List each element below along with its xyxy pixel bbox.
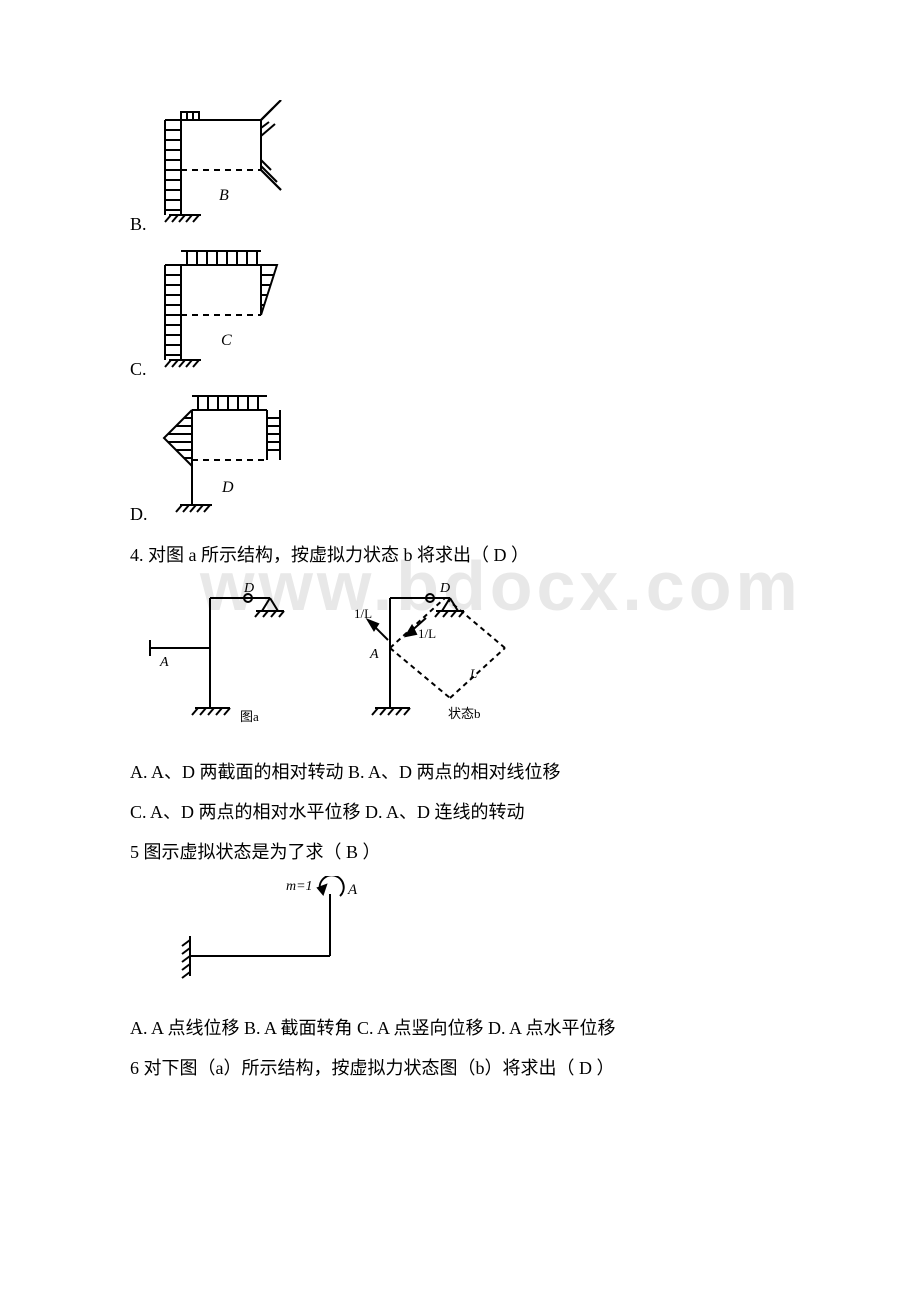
svg-text:L: L [469, 666, 477, 681]
svg-text:状态b: 状态b [448, 706, 481, 721]
option-c-letter: C. [130, 352, 147, 386]
q5-choices: A. A 点线位移 B. A 截面转角 C. A 点竖向位移 D. A 点水平位… [130, 1011, 800, 1045]
q4-choices-1: A. A、D 两截面的相对转动 B. A、D 两点的相对线位移 [130, 755, 800, 789]
svg-text:D: D [221, 479, 234, 496]
q5-text: 5 图示虚拟状态是为了求（ B ） [130, 835, 800, 869]
svg-text:D: D [439, 581, 450, 596]
svg-text:A: A [369, 647, 379, 662]
q4-choices-2: C. A、D 两点的相对水平位移 D. A、D 连线的转动 [130, 795, 800, 829]
svg-text:图a: 图a [240, 709, 259, 724]
svg-text:1/L: 1/L [354, 606, 372, 621]
svg-text:D: D [243, 581, 254, 596]
svg-text:1/L: 1/L [418, 626, 436, 641]
q4-diagram: D A 图a 1/L 1/L D A L 状态b [130, 578, 800, 739]
svg-text:A: A [159, 655, 169, 670]
option-b-diagram: B [151, 100, 291, 241]
svg-text:m=1: m=1 [286, 879, 313, 894]
option-c-row: C. [130, 245, 800, 386]
svg-text:A: A [347, 882, 358, 898]
option-c-diagram: C [151, 245, 291, 386]
q6-text: 6 对下图（a）所示结构，按虚拟力状态图（b）将求出（ D ） [130, 1051, 800, 1085]
svg-text:C: C [221, 332, 232, 349]
option-d-diagram: D [152, 390, 292, 531]
option-b-row: B. [130, 100, 800, 241]
option-b-letter: B. [130, 207, 147, 241]
q4-text: 4. 对图 a 所示结构，按虚拟力状态 b 将求出（ D ） [130, 538, 800, 572]
svg-text:B: B [219, 187, 229, 204]
option-d-letter: D. [130, 497, 148, 531]
q5-diagram: m=1 A [130, 876, 800, 997]
option-d-row: D. [130, 390, 800, 531]
